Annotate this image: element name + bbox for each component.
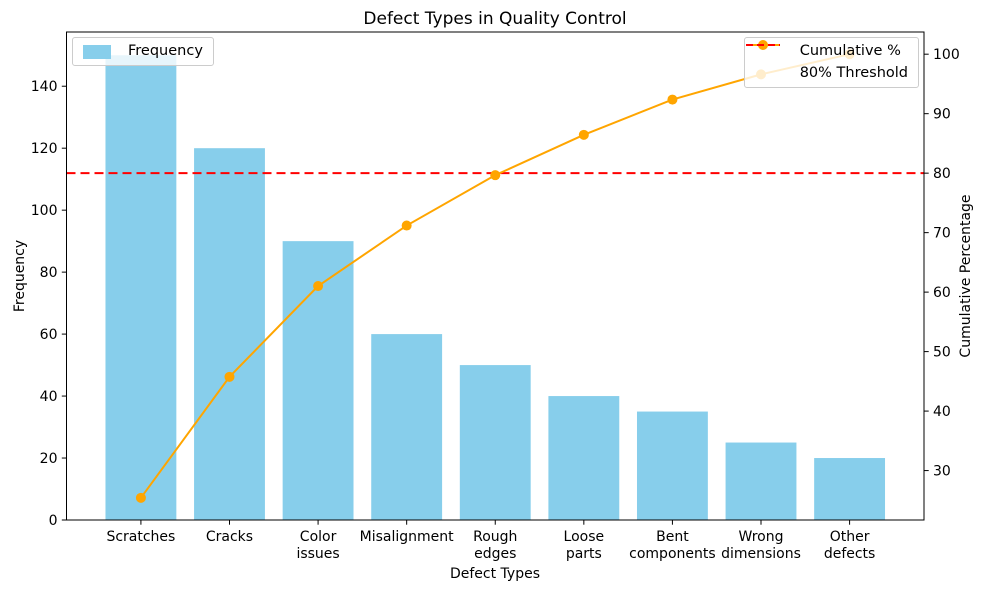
- bar-rough-edges: [459, 365, 531, 520]
- y-left-tick-label: 60: [40, 327, 58, 343]
- x-tick-label-scratches: Scratches: [106, 529, 175, 545]
- x-tick-label-loose-parts: Loose parts: [564, 529, 605, 562]
- axes-group: 0 20 40 60 80 100 120 140 30 40 50 60 70 80 90 100 Scrat…: [31, 31, 960, 562]
- y-right-tick-label: 50: [933, 345, 951, 361]
- bar-misalignment: [371, 334, 443, 520]
- cumulative-marker-bent-components: [667, 94, 678, 105]
- y-left-tick-label: 80: [40, 265, 58, 281]
- y-left-tick-label: 140: [31, 79, 58, 95]
- bar-other-defects: [814, 458, 886, 520]
- x-axis-label: Defect Types: [450, 566, 540, 582]
- bar-bent-components: [636, 411, 708, 520]
- x-tick-label-wrong-dimensions: Wrong dimensions: [721, 529, 801, 562]
- legend-item-80-threshold: 80% Threshold: [745, 44, 908, 83]
- cumulative-marker-color-issues: [313, 281, 324, 292]
- x-tick-label-misalignment: Misalignment: [360, 529, 455, 545]
- frequency-bar-swatch-icon: [83, 44, 111, 59]
- bar-loose-parts: [548, 396, 620, 520]
- chart-title: Defect Types in Quality Control: [363, 9, 626, 29]
- y-right-tick-label: 100: [933, 47, 960, 63]
- y-left-tick-label: 0: [49, 513, 58, 529]
- y-left-tick-label: 100: [31, 203, 58, 219]
- y-left-tick-label: 40: [40, 389, 58, 405]
- x-tick-label-cracks: Cracks: [206, 529, 253, 545]
- legend-frequency: Frequency: [72, 37, 214, 66]
- y-right-tick-label: 30: [933, 463, 951, 479]
- legend-item-frequency: Frequency: [83, 42, 203, 61]
- y-left-tick-label: 120: [31, 141, 58, 157]
- threshold-dash-swatch-icon: [745, 44, 780, 46]
- cumulative-marker-scratches: [135, 492, 146, 503]
- bar-cracks: [194, 148, 265, 520]
- cumulative-marker-cracks: [224, 371, 235, 382]
- y-right-axis-label: Cumulative Percentage: [958, 194, 974, 357]
- cumulative-marker-loose-parts: [578, 129, 589, 140]
- y-right-tick-label: 80: [933, 166, 951, 182]
- legend-label-cumulative: Cumulative %: [799, 43, 901, 59]
- cumulative-marker-misalignment: [401, 220, 412, 231]
- x-tick-label-color-issues: Color issues: [296, 529, 339, 562]
- bar-scratches: [105, 55, 177, 520]
- bar-wrong-dimensions: [725, 442, 797, 520]
- legend-label-frequency: Frequency: [128, 43, 203, 59]
- x-tick-label-other-defects: Other defects: [824, 529, 876, 562]
- frequency-bar-swatch-icon: [83, 44, 119, 59]
- cumulative-marker-rough-edges: [490, 170, 501, 181]
- y-left-tick-label: 20: [40, 451, 58, 467]
- y-right-tick-label: 70: [933, 226, 951, 242]
- x-tick-label-rough-edges: Rough edges: [473, 529, 517, 562]
- x-tick-label-bent-components: Bent components: [629, 529, 716, 562]
- y-right-tick-label: 60: [933, 285, 951, 301]
- y-right-tick-label: 90: [933, 107, 951, 123]
- legend-label-80-threshold: 80% Threshold: [799, 65, 908, 81]
- y-right-tick-label: 40: [933, 404, 951, 420]
- legend-cumulative-threshold: Cumulative % 80% Threshold: [743, 37, 919, 88]
- frequency-bars-group: [105, 55, 886, 520]
- y-left-axis-label: Frequency: [12, 240, 28, 312]
